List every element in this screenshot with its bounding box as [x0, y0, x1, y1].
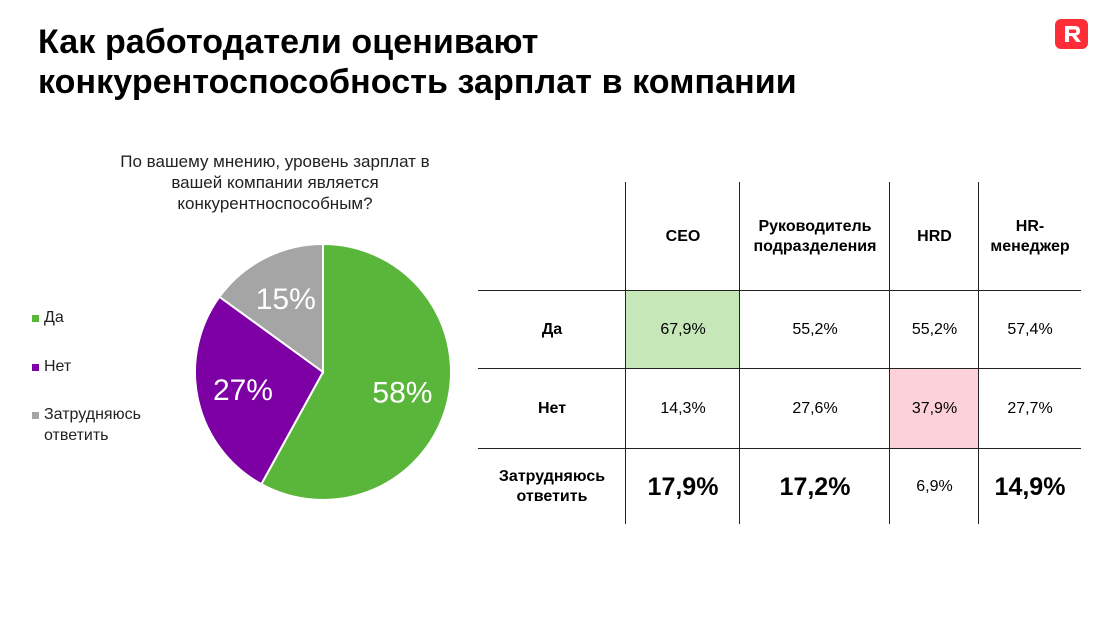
legend-swatch	[32, 364, 39, 371]
column-header-hrd: HRD	[917, 227, 952, 245]
table-cell: 14,3%	[660, 400, 706, 417]
legend-label: ответить	[44, 427, 109, 444]
brand-logo	[1055, 19, 1088, 49]
column-header-hr-manager: HR-менеджер	[990, 217, 1070, 255]
legend-label: Затрудняюсь	[44, 406, 141, 423]
table-cell: 55,2%	[911, 321, 958, 338]
title-line-2: конкурентоспособность зарплат в компании	[38, 63, 797, 101]
table-cell: 17,2%	[779, 472, 851, 501]
table-cell: 17,9%	[647, 472, 719, 501]
question-line: вашей компании является	[171, 173, 379, 192]
row-label-net: Нет	[537, 400, 567, 417]
table-hline	[478, 448, 1081, 449]
column-header-unit-head: Руководитель подразделения	[753, 217, 877, 255]
pie-slice	[259, 242, 452, 501]
row-label-undecided: Затрудняюсь ответить	[498, 467, 606, 505]
table-vline	[889, 182, 890, 524]
legend-swatch	[32, 315, 39, 322]
column-header-ceo: CEO	[665, 227, 701, 245]
table-cell: 27,7%	[1007, 400, 1053, 417]
page-title: Как работодатели оценивают конкурентоспо…	[38, 22, 998, 102]
legend-label: Да	[44, 309, 64, 326]
table-cell: 57,4%	[1007, 321, 1053, 338]
row-label-da: Да	[541, 321, 563, 338]
table-cell: 37,9%	[890, 369, 979, 449]
logo-r-icon	[1065, 26, 1081, 42]
table-vline	[978, 182, 979, 524]
table-cell: 55,2%	[792, 321, 838, 338]
pie-slice-label: 27%	[213, 374, 273, 407]
table-hline	[478, 368, 1081, 369]
pie-slice	[218, 242, 324, 374]
table-cell: 6,9%	[916, 477, 953, 495]
pie-chart: 58% 27% 15%	[194, 242, 452, 501]
question-line: По вашему мнению, уровень зарплат в	[120, 152, 430, 171]
question-line: конкурентноспособным?	[177, 194, 373, 213]
table-vline	[739, 182, 740, 524]
table-cell: 27,6%	[792, 400, 838, 417]
title-line-1: Как работодатели оценивают	[38, 23, 539, 61]
table-cell: 14,9%	[994, 472, 1066, 501]
pie-chart-question: По вашему мнению, уровень зарплат в ваше…	[80, 151, 470, 214]
table-vline	[625, 182, 626, 524]
pie-slice-label: 58%	[372, 376, 432, 409]
pie-slice-label: 15%	[256, 283, 316, 316]
pie-slice	[194, 295, 325, 486]
table-hline	[478, 290, 1081, 291]
table-cell: 67,9%	[626, 291, 740, 369]
legend-swatch	[32, 412, 39, 419]
legend-label: Нет	[44, 358, 72, 375]
